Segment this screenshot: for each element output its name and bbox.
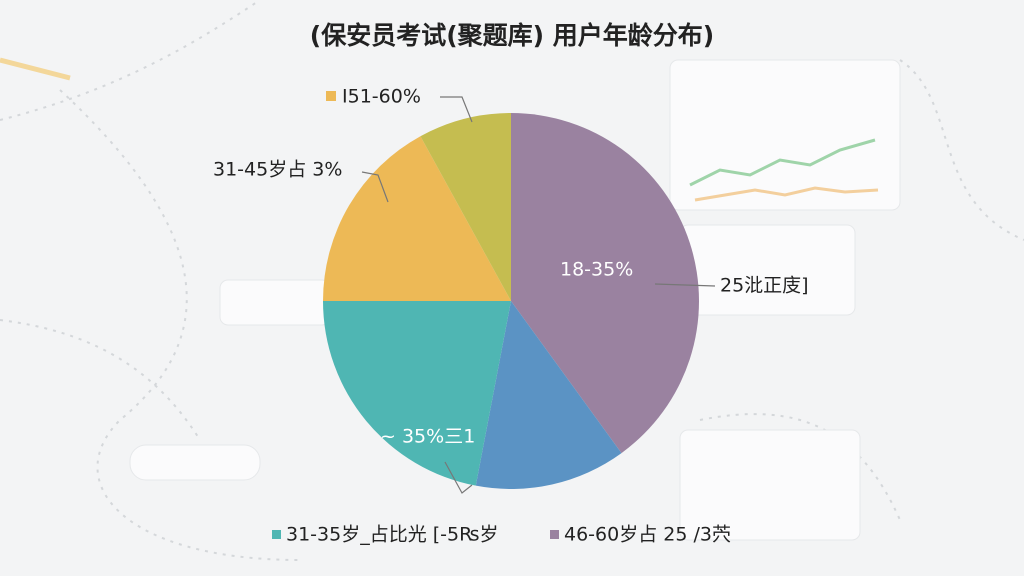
chart-title: (保安员考试(聚题库) 用户年龄分布) — [310, 21, 714, 50]
legend-swatch — [272, 530, 281, 539]
pie-slice — [511, 113, 699, 454]
slice-label: I51-60% — [342, 86, 421, 108]
background — [0, 0, 1024, 561]
leader-line — [440, 96, 473, 123]
pie-slice — [420, 113, 511, 301]
slice-label: ~ 35%三1 — [380, 426, 475, 448]
leader-line — [444, 461, 473, 494]
pie-slice — [323, 301, 511, 486]
slice-label: 18-35% — [560, 259, 633, 281]
leader-line — [361, 171, 389, 203]
callout-label: 25沘正庋] — [720, 275, 809, 297]
slice-label: 31-45岁占 3% — [213, 159, 342, 181]
pie-slice — [475, 301, 622, 490]
legend-swatch — [550, 530, 559, 539]
legend-label: 46-60岁占 25 /3茓 — [564, 524, 731, 546]
legend-label: 31-35岁_占比光 [-5₨岁 — [286, 524, 499, 546]
leader-line — [654, 283, 716, 287]
label-swatch — [326, 91, 336, 101]
pie-slice — [323, 136, 511, 301]
